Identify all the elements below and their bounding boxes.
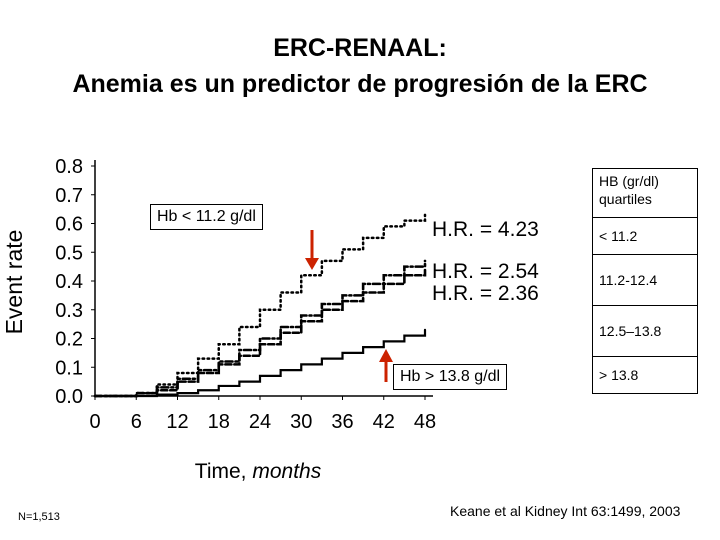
y-tick-label: 0.7: [55, 185, 83, 207]
y-tick-label: 0.4: [55, 271, 83, 293]
y-axis-label: Event rate: [1, 230, 27, 335]
x-tick-label: 36: [331, 411, 353, 433]
series-line-3: [93, 268, 427, 398]
y-tick-label: 0.0: [55, 386, 83, 408]
legend-item: > 13.8: [599, 367, 639, 383]
y-tick-label: 0.2: [55, 329, 83, 351]
y-tick-label: 0.5: [55, 242, 83, 264]
plot-area: [95, 166, 425, 396]
y-tick-label: 0.3: [55, 300, 83, 322]
x-tick-label: 6: [131, 411, 142, 433]
callout-low-hb: Hb < 11.2 g/dl: [150, 204, 263, 230]
x-tick-label: 12: [166, 411, 188, 433]
x-tick-label: 18: [208, 411, 230, 433]
x-tick-label: 0: [89, 411, 100, 433]
series-line-4: [93, 328, 427, 398]
sample-size-label: N=1,513: [18, 511, 60, 523]
x-tick-label: 30: [290, 411, 312, 433]
x-axis-label: Time, months: [195, 460, 322, 483]
y-tick-label: 0.8: [55, 156, 83, 178]
hazard-ratio-label: H.R. = 4.23: [432, 218, 539, 241]
callout-high-hb: Hb > 13.8 g/dl: [393, 364, 508, 390]
hazard-ratio-label: H.R. = 2.54: [432, 260, 539, 283]
page-title: ERC-RENAAL:: [273, 34, 447, 62]
legend-item: < 11.2: [593, 218, 697, 255]
page-subtitle: Anemia es un predictor de progresión de …: [72, 70, 648, 98]
x-tick-label: 48: [414, 411, 436, 433]
legend-item: 11.2-12.4: [593, 255, 697, 306]
series-line-1: [93, 213, 427, 398]
hazard-ratio-label: H.R. = 2.36: [432, 282, 539, 305]
x-tick-label: 42: [373, 411, 395, 433]
arrow-down-head-icon: [305, 258, 319, 270]
y-tick-label: 0.1: [55, 357, 83, 379]
legend-item: 12.5–13.8: [593, 306, 697, 357]
legend-title: HB (gr/dl) quartiles: [593, 169, 697, 218]
x-tick-label: 24: [249, 411, 271, 433]
citation: Keane et al Kidney Int 63:1499, 2003: [450, 503, 681, 519]
y-tick-label: 0.6: [55, 214, 83, 236]
legend: HB (gr/dl) quartiles < 11.2 11.2-12.4 12…: [592, 168, 698, 394]
series-line-2: [93, 259, 427, 398]
arrow-up-head-icon: [379, 349, 393, 362]
